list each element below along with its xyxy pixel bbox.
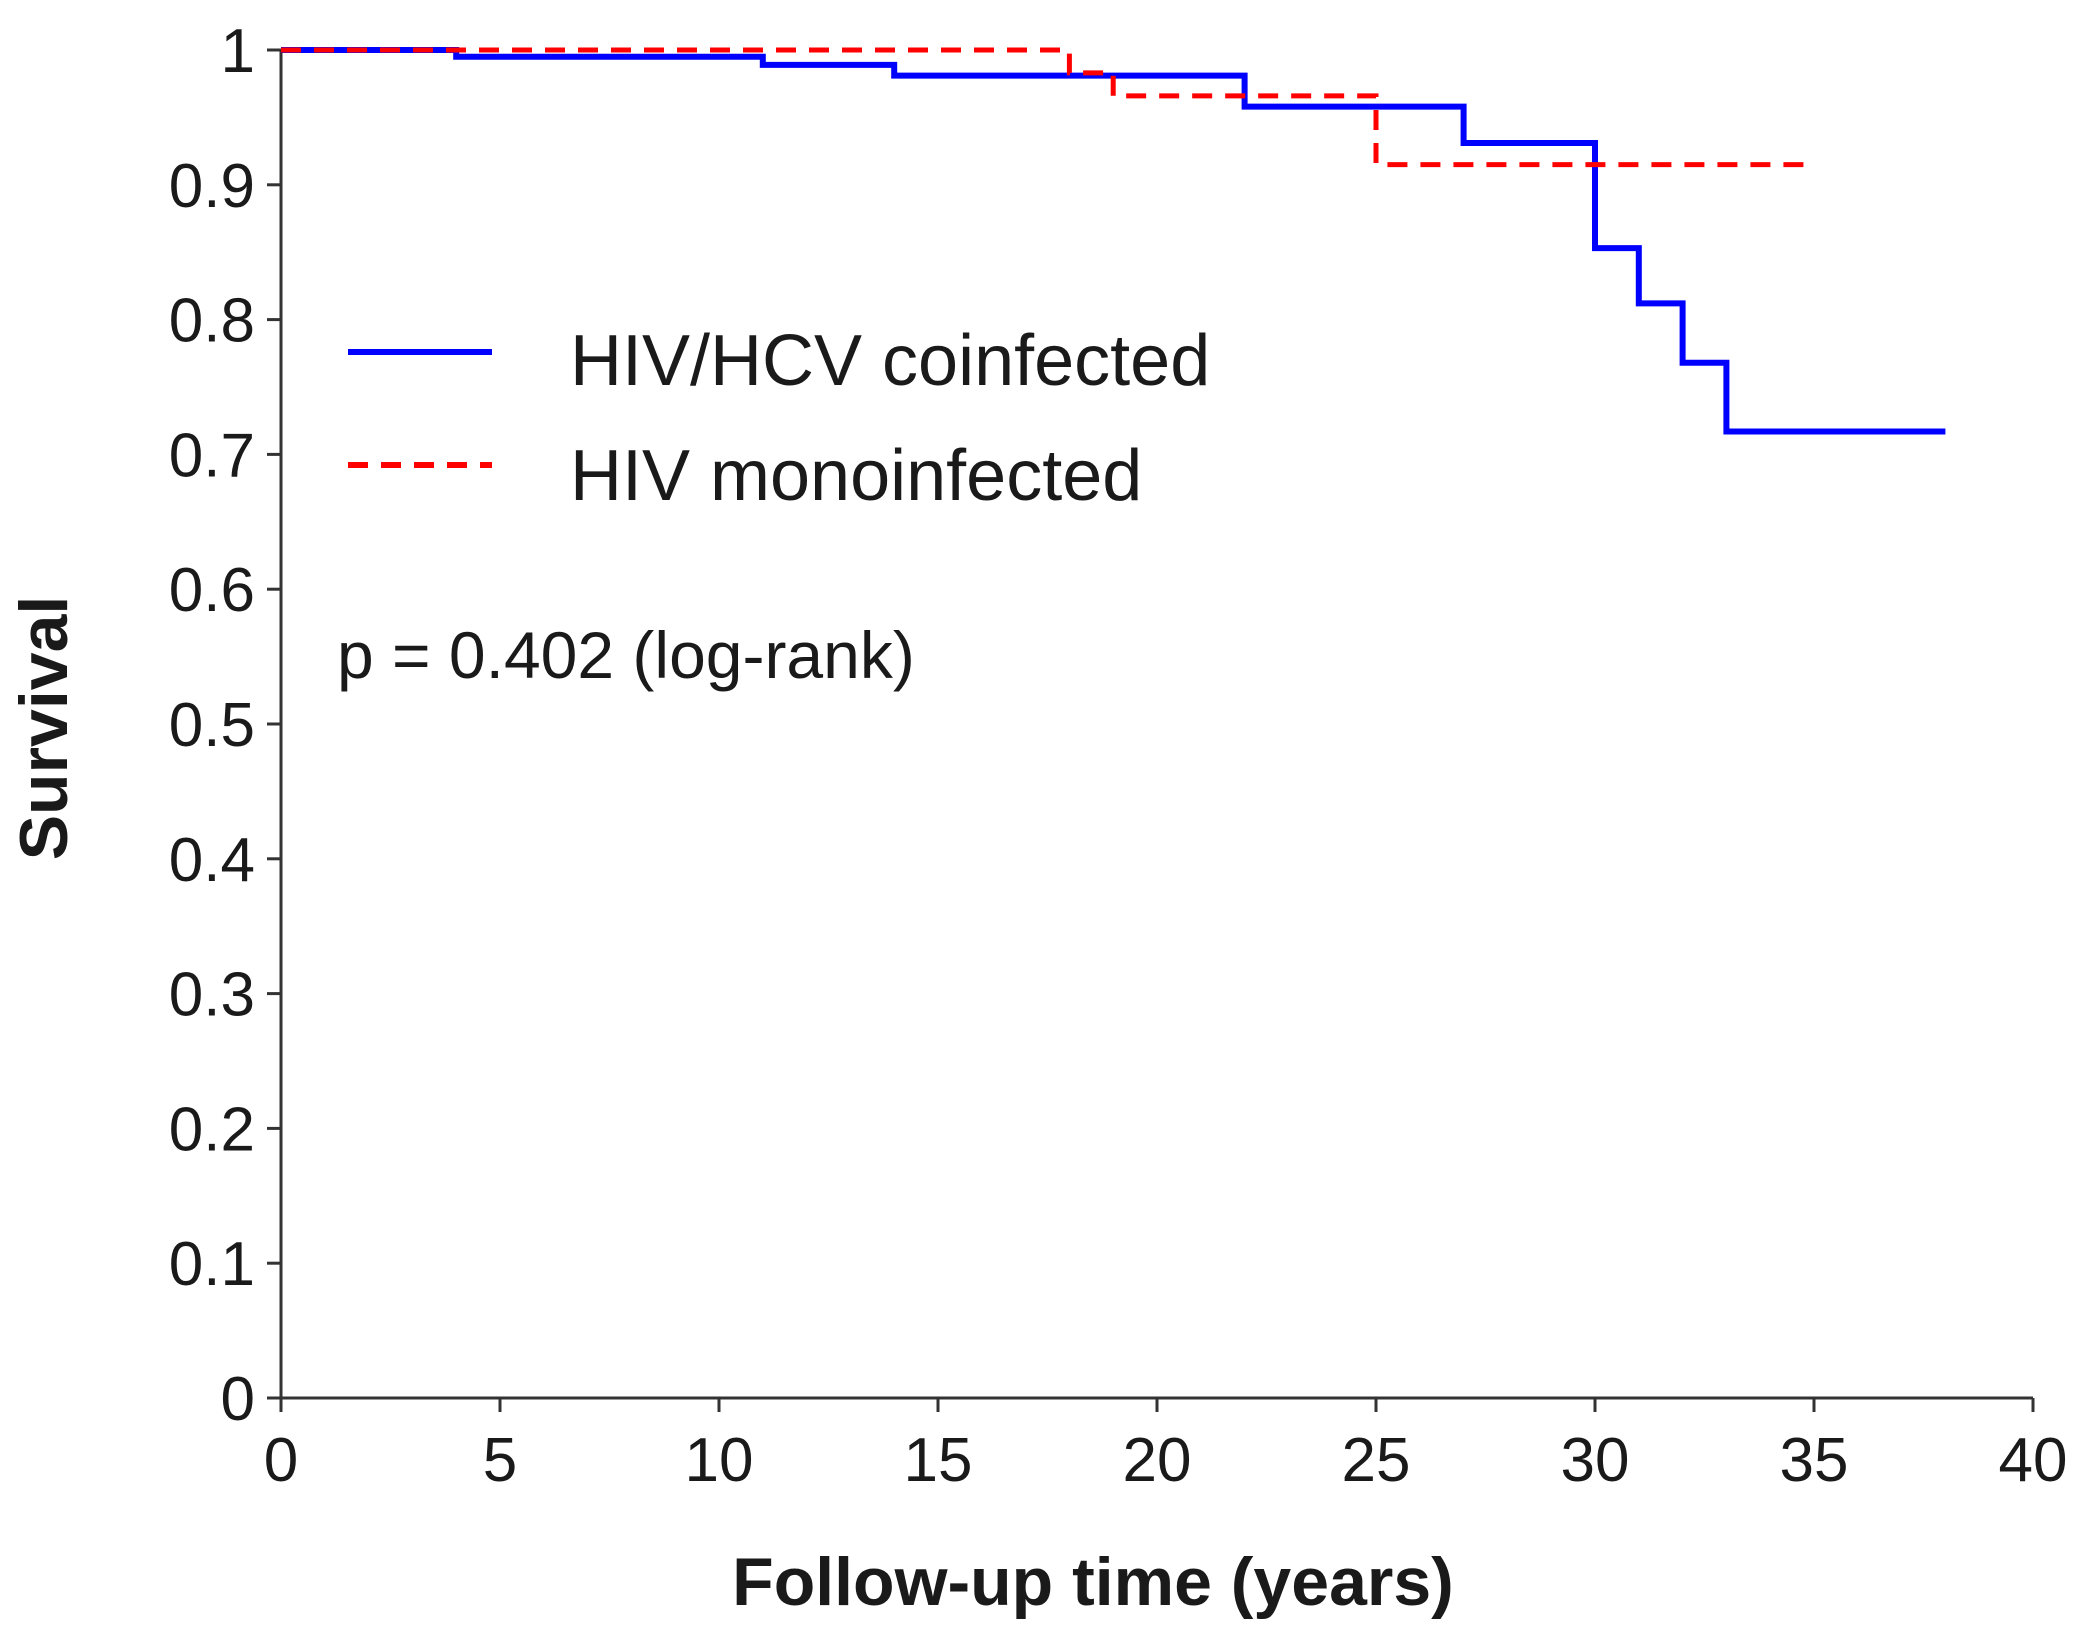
y-tick-label: 0.9 — [169, 152, 255, 221]
y-axis-ticks: 0 0.1 0.2 0.3 0.4 0.5 0.6 0.7 0.8 0.9 1 — [169, 17, 281, 1434]
p-value-annotation: p = 0.402 (log-rank) — [337, 618, 915, 692]
y-tick-label: 0.7 — [169, 421, 255, 490]
x-tick-label: 10 — [685, 1426, 754, 1495]
legend-label-monoinfected: HIV monoinfected — [570, 436, 1142, 516]
series-line-monoinfected — [281, 47, 1814, 168]
y-tick-label: 0.1 — [169, 1230, 255, 1299]
y-tick-label: 0.6 — [169, 556, 255, 625]
x-axis-title: Follow-up time (years) — [732, 1544, 1454, 1620]
y-tick-label: 0.4 — [169, 826, 255, 895]
legend-label-coinfected: HIV/HCV coinfected — [570, 321, 1210, 401]
y-tick-label: 0.5 — [169, 691, 255, 760]
x-tick-label: 15 — [904, 1426, 973, 1495]
series-line-coinfected — [281, 47, 1946, 435]
y-tick-label: 1 — [221, 17, 255, 86]
y-tick-label: 0 — [221, 1365, 255, 1434]
axes — [279, 50, 2033, 1400]
x-tick-label: 30 — [1561, 1426, 1630, 1495]
x-tick-label: 5 — [483, 1426, 517, 1495]
x-tick-label: 25 — [1342, 1426, 1411, 1495]
y-tick-label: 0.2 — [169, 1095, 255, 1164]
series-layer — [281, 47, 1946, 435]
legend: HIV/HCV coinfected HIV monoinfected — [348, 321, 1210, 516]
y-tick-label: 0.8 — [169, 287, 255, 356]
x-tick-label: 35 — [1780, 1426, 1849, 1495]
x-tick-label: 40 — [1999, 1426, 2068, 1495]
y-axis-title: Survival — [6, 596, 82, 861]
y-tick-label: 0.3 — [169, 961, 255, 1030]
x-tick-label: 0 — [264, 1426, 298, 1495]
x-tick-label: 20 — [1123, 1426, 1192, 1495]
x-axis-ticks: 0 5 10 15 20 25 30 35 40 — [264, 1398, 2068, 1495]
